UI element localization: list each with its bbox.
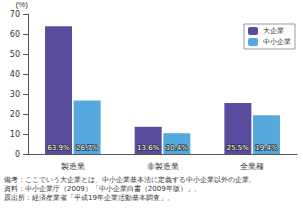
svg-text:(%): (%) [16, 0, 29, 9]
svg-text:製造業: 製造業 [61, 162, 85, 171]
svg-text:40: 40 [10, 70, 20, 79]
svg-text:60: 60 [10, 30, 20, 39]
svg-text:70: 70 [10, 10, 20, 19]
svg-text:19.4%: 19.4% [255, 144, 278, 152]
svg-text:20: 20 [10, 110, 20, 119]
svg-text:13.6%: 13.6% [137, 144, 160, 152]
svg-text:30: 30 [10, 90, 20, 99]
svg-text:大企業: 大企業 [263, 27, 284, 35]
svg-text:全業種: 全業種 [240, 162, 264, 171]
html-text:資料：中小企業庁（2009）「中小企業白書（2009年版）」: 資料：中小企業庁（2009）「中小企業白書（2009年版）」。 [4, 185, 201, 193]
svg-text:非製造業: 非製造業 [147, 162, 179, 171]
svg-text:26.7%: 26.7% [76, 144, 99, 152]
svg-text:0: 0 [15, 150, 20, 159]
svg-text:10.4%: 10.4% [166, 144, 189, 152]
svg-text:10: 10 [10, 130, 20, 139]
svg-text:50: 50 [10, 50, 20, 59]
html-text:備考：ここでいう大企業とは、中小企業基本法に定義する中小企業: 備考：ここでいう大企業とは、中小企業基本法に定義する中小企業以外の企業。 [4, 176, 256, 184]
svg-text:中小企業: 中小企業 [263, 38, 291, 46]
svg-text:63.9%: 63.9% [47, 144, 70, 152]
html-text:原出所：経済産業省「平成19年企業活動基本調査」。: 原出所：経済産業省「平成19年企業活動基本調査」。 [4, 194, 174, 202]
svg-text:25.5%: 25.5% [227, 144, 250, 152]
